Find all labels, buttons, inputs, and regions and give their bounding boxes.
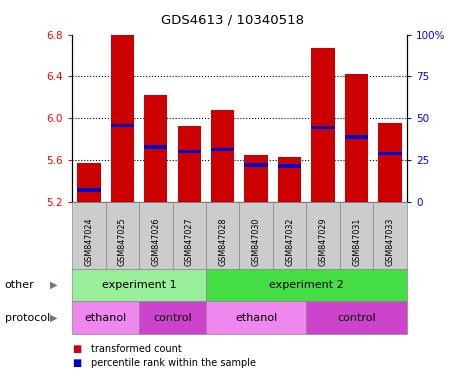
Bar — [211, 147, 234, 151]
Text: GSM847030: GSM847030 — [252, 217, 261, 266]
Text: protocol: protocol — [5, 313, 50, 323]
Bar — [312, 48, 335, 202]
Bar — [178, 150, 201, 153]
Text: GDS4613 / 10340518: GDS4613 / 10340518 — [161, 13, 304, 26]
Bar — [312, 126, 335, 129]
Bar — [77, 163, 100, 202]
Text: other: other — [5, 280, 34, 290]
Text: transformed count: transformed count — [91, 344, 181, 354]
Text: percentile rank within the sample: percentile rank within the sample — [91, 358, 256, 368]
Bar — [379, 123, 402, 202]
Text: ethanol: ethanol — [235, 313, 277, 323]
Text: GSM847029: GSM847029 — [319, 217, 328, 266]
Text: ■: ■ — [72, 344, 81, 354]
Text: ■: ■ — [72, 358, 81, 368]
Text: experiment 1: experiment 1 — [102, 280, 176, 290]
Text: GSM847027: GSM847027 — [185, 217, 194, 266]
Text: experiment 2: experiment 2 — [269, 280, 344, 290]
Text: control: control — [337, 313, 376, 323]
Bar — [345, 74, 368, 202]
Bar — [245, 163, 268, 167]
Bar — [211, 110, 234, 202]
Bar — [278, 157, 301, 202]
Bar — [345, 135, 368, 139]
Text: ▶: ▶ — [50, 313, 57, 323]
Text: ▶: ▶ — [50, 280, 57, 290]
Text: GSM847024: GSM847024 — [84, 217, 93, 266]
Bar — [144, 95, 167, 202]
Bar — [245, 155, 268, 202]
Bar — [178, 126, 201, 202]
Text: GSM847026: GSM847026 — [151, 217, 160, 266]
Text: GSM847028: GSM847028 — [218, 217, 227, 266]
Bar — [379, 152, 402, 156]
Text: GSM847031: GSM847031 — [352, 217, 361, 266]
Bar — [278, 164, 301, 168]
Bar — [77, 188, 100, 192]
Text: GSM847033: GSM847033 — [385, 217, 395, 266]
Bar — [111, 124, 134, 127]
Text: GSM847025: GSM847025 — [118, 217, 127, 266]
Bar — [144, 146, 167, 149]
Text: control: control — [153, 313, 192, 323]
Text: GSM847032: GSM847032 — [285, 217, 294, 266]
Bar — [111, 35, 134, 202]
Text: ethanol: ethanol — [85, 313, 126, 323]
